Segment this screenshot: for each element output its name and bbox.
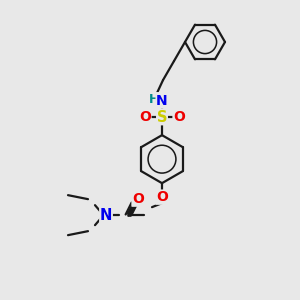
Text: O: O bbox=[173, 110, 185, 124]
Text: O: O bbox=[156, 190, 168, 204]
Text: H: H bbox=[149, 93, 159, 106]
Text: O: O bbox=[139, 110, 151, 124]
Text: N: N bbox=[156, 94, 168, 108]
Text: S: S bbox=[157, 110, 167, 125]
Text: O: O bbox=[132, 192, 144, 206]
Text: N: N bbox=[100, 208, 112, 223]
